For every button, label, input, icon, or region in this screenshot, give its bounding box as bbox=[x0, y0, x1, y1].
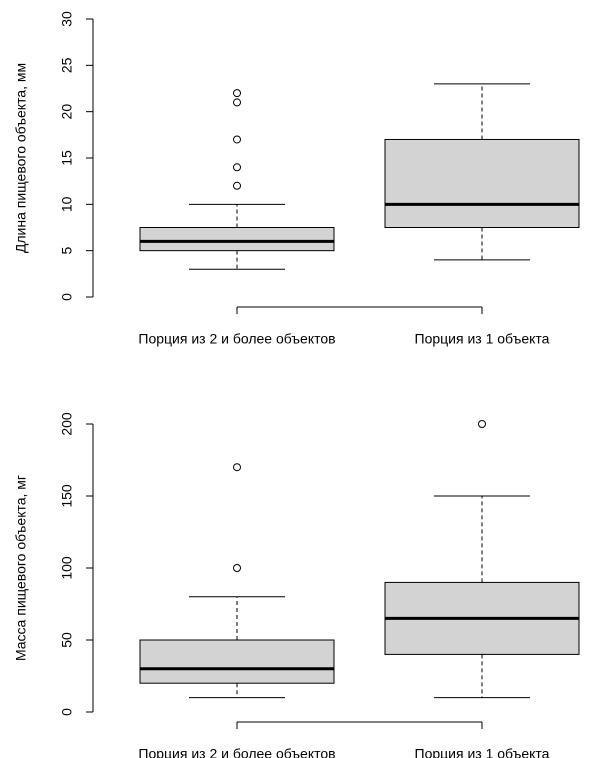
box bbox=[139, 227, 335, 252]
y-tick-label: 50 bbox=[59, 632, 75, 648]
outlier bbox=[233, 463, 241, 472]
y-tick-label: 5 bbox=[59, 247, 75, 255]
box bbox=[384, 138, 580, 228]
y-tick-label: 10 bbox=[59, 196, 75, 212]
outlier bbox=[233, 163, 241, 172]
y-tick-label: 20 bbox=[59, 104, 75, 120]
y-axis-label: Длина пищевого объекта, мм bbox=[13, 63, 29, 253]
y-tick-label: 100 bbox=[59, 556, 75, 580]
x-tick-label: Порция из 1 объекта bbox=[415, 331, 550, 347]
y-tick-label: 0 bbox=[59, 708, 75, 716]
y-tick-label: 15 bbox=[59, 150, 75, 166]
x-tick-label: Порция из 1 объекта bbox=[415, 746, 550, 758]
y-axis-label: Масса пищевого объекта, мг bbox=[13, 475, 29, 661]
outlier bbox=[233, 135, 241, 144]
outlier bbox=[233, 98, 241, 107]
y-tick-label: 200 bbox=[59, 412, 75, 436]
y-tick-label: 25 bbox=[59, 57, 75, 73]
x-tick-label: Порция из 2 и более объектов bbox=[138, 746, 335, 758]
outlier bbox=[233, 564, 241, 572]
y-tick-label: 0 bbox=[59, 293, 75, 301]
outlier bbox=[233, 89, 241, 98]
y-tick-label: 30 bbox=[59, 11, 75, 27]
box bbox=[139, 639, 335, 684]
y-tick-label: 150 bbox=[59, 484, 75, 508]
x-tick-label: Порция из 2 и более объектов bbox=[138, 331, 335, 347]
outlier bbox=[233, 181, 241, 190]
outlier bbox=[478, 420, 486, 428]
